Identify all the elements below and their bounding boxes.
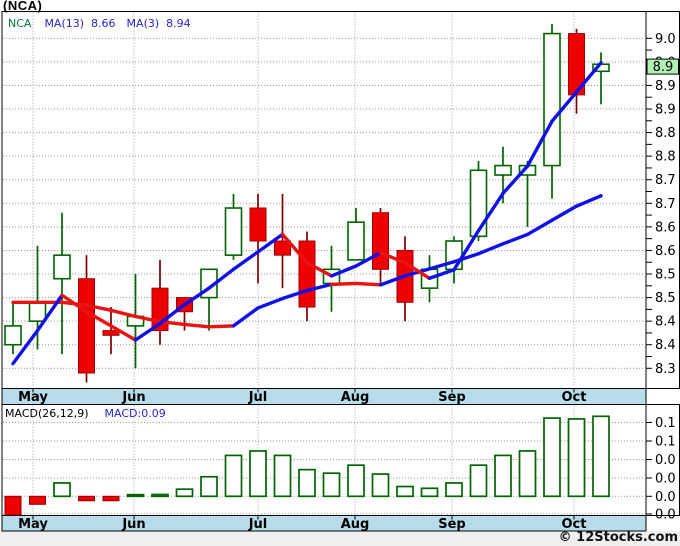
macd-bar [78,495,95,502]
price-axis-label: 8.4 [655,338,676,353]
macd-value-label: MACD:0.09 [104,407,166,420]
macd-bar [200,475,218,498]
macd-bar [469,464,488,498]
macd-bar [298,468,316,498]
legend-symbol: NCA [8,17,32,30]
macd-bar [543,417,561,498]
current-price-marker: 8.9 [646,58,679,75]
candlestick [78,255,95,383]
price-axis-label: 8.7 [655,173,676,188]
macd-bar [102,495,120,502]
macd-axis: 0.1 0.1 0.0 0.0 0.0 0.0 [646,416,676,523]
price-axis-label: 8.8 [655,150,676,165]
macd-bar [175,488,194,498]
candlestick [249,193,267,284]
candlestick [347,208,365,261]
month-label: Jun [121,390,145,405]
macd-axis-label: 0.0 [655,490,676,505]
macd-bar [4,495,22,516]
price-axis-label: 8.5 [655,268,676,283]
macd-axis-label: 0.1 [655,416,676,431]
copyright-watermark: © 12Stocks.com [558,530,678,545]
macd-bar [592,415,610,498]
legend-ma13-value: 8.66 [91,17,116,30]
month-label: Jul [248,517,268,532]
macd-bar [445,482,463,498]
macd-bar [420,487,439,498]
macd-bar [494,454,512,498]
month-label: Oct [562,390,587,405]
candlestick [224,193,243,260]
price-axis-label: 8.3 [655,362,676,377]
ma3-line [11,61,603,366]
current-price-label: 8.9 [653,60,674,75]
macd-axis-label: 0.0 [655,453,676,468]
macd-params-label: MACD(26,12,9) [5,407,89,420]
month-label: Aug [341,517,370,532]
month-label: May [18,517,48,532]
price-axis-label: 9.0 [655,32,676,47]
macd-axis-label: 0.0 [655,508,676,523]
legend-ma3-label: MA(3) [126,17,160,30]
legend-ma3-value: 8.94 [166,17,191,30]
macd-bar [371,473,390,498]
macd-bar [151,493,169,498]
macd-bar [249,450,267,498]
candlestick [102,307,120,355]
candlestick [53,212,71,355]
month-label: Oct [562,517,587,532]
macd-bar [273,454,292,498]
page-title: (NCA) [3,0,43,13]
candlestick [4,302,22,355]
macd-bar [347,464,365,498]
candlestick [274,193,291,289]
month-label: Sep [438,390,466,405]
macd-bar [518,450,537,498]
candlestick [568,28,585,114]
month-label: Jun [121,517,145,532]
macd-bar [567,418,586,498]
macd-bar [322,472,341,498]
month-label: Sep [438,517,466,532]
macd-indicator-label: MACD(26,12,9) MACD:0.09 [5,407,166,420]
macd-bar [53,482,71,498]
price-axis-label: 8.9 [655,79,676,94]
macd-bar [126,493,145,498]
price-axis-label: 8.4 [655,315,676,330]
price-axis-label: 8.7 [655,197,676,212]
macd-bar [29,495,46,505]
month-label: Aug [341,390,370,405]
chart-legend: NCA MA(13) 8.66 MA(3) 8.94 [8,17,202,30]
price-axis-label: 8.6 [655,220,676,235]
price-axis-label: 8.6 [655,244,676,259]
macd-bar [224,454,243,498]
macd-bar [396,485,414,498]
price-axis-label: 8.8 [655,126,676,141]
legend-ma13-label: MA(13) [44,17,85,30]
price-axis-label: 8.5 [655,291,676,306]
month-label: Jul [248,390,268,405]
macd-bars [4,415,610,516]
macd-axis-label: 0.1 [655,435,676,450]
candlestick [543,24,561,199]
price-axis-label: 8.9 [655,103,676,118]
macd-axis-label: 0.0 [655,472,676,487]
month-label: May [18,390,48,405]
gridlines [3,12,645,515]
month-axis: May May Jun Jun Jul Jul Aug Aug Sep Sep Oct Oct [18,388,587,532]
